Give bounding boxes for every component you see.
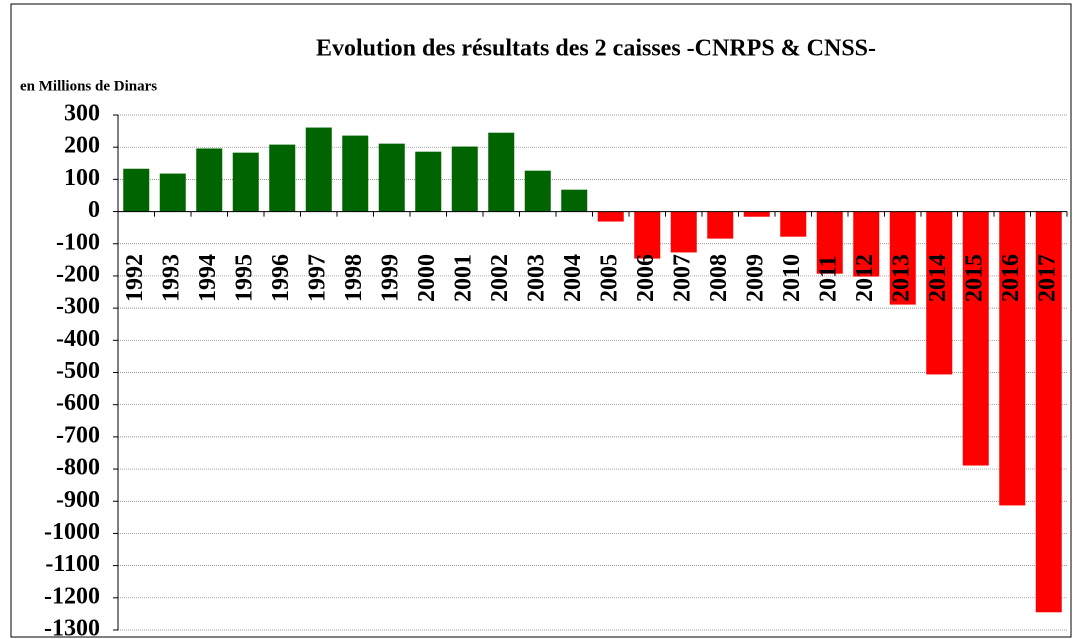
y-tick-label: 200	[64, 133, 100, 159]
bar	[342, 135, 369, 212]
x-tick-label: 2017	[1034, 254, 1060, 302]
y-tick-label: -100	[56, 229, 100, 255]
bar	[853, 211, 880, 277]
y-tick-label: -500	[56, 358, 100, 384]
x-tick-label: 2013	[888, 254, 914, 302]
x-tick-label: 2015	[961, 254, 987, 302]
y-tick-label: -400	[56, 326, 100, 352]
x-tick-label: 1994	[195, 254, 221, 302]
y-tick-label: -200	[56, 261, 100, 287]
x-tick-label: 2012	[852, 254, 878, 302]
bar	[488, 132, 515, 212]
bar	[926, 211, 953, 375]
bar	[780, 211, 807, 237]
y-tick-label: -700	[56, 422, 100, 448]
x-tick-label: 2001	[450, 254, 476, 302]
bar	[269, 144, 296, 212]
x-tick-label: 2003	[523, 254, 549, 302]
bar	[451, 146, 478, 212]
x-tick-label: 1999	[377, 254, 403, 302]
y-tick-label: -800	[56, 455, 100, 481]
bar	[707, 211, 734, 239]
chart-title: Evolution des résultats des 2 caisses -C…	[316, 36, 876, 62]
y-tick-label: -1300	[44, 616, 100, 639]
x-tick-label: 1992	[122, 254, 148, 302]
y-tick-label: -1200	[44, 583, 100, 609]
bar	[415, 151, 442, 212]
bar	[524, 170, 551, 212]
x-tick-label: 1997	[304, 254, 330, 302]
bar	[670, 211, 697, 253]
y-tick-label: -1000	[44, 519, 100, 545]
bar	[634, 211, 661, 259]
y-tick-label: -300	[56, 294, 100, 320]
bar	[378, 143, 405, 212]
y-tick-label: -600	[56, 390, 100, 416]
x-tick-label: 1998	[341, 254, 367, 302]
x-tick-label: 1996	[268, 254, 294, 302]
x-tick-label: 2010	[779, 254, 805, 302]
bar	[232, 152, 259, 212]
bar	[743, 211, 770, 217]
x-tick-label: 2016	[998, 254, 1024, 302]
x-tick-label: 2014	[925, 254, 951, 302]
bar	[561, 189, 588, 212]
x-tick-label: 2002	[487, 254, 513, 302]
x-tick-label: 2011	[815, 255, 841, 302]
y-tick-label: -1100	[45, 551, 100, 577]
x-tick-label: 2009	[742, 254, 768, 302]
bar	[305, 127, 332, 212]
bar	[159, 173, 186, 212]
x-tick-label: 2007	[669, 254, 695, 302]
x-tick-label: 2004	[560, 254, 586, 302]
bar	[123, 168, 150, 212]
bar	[1035, 211, 1062, 613]
bar	[597, 211, 624, 222]
y-tick-label: 300	[64, 101, 100, 127]
x-tick-label: 1995	[231, 254, 257, 302]
bar	[999, 211, 1026, 506]
y-tick-label: 100	[64, 165, 100, 191]
x-tick-label: 2000	[414, 254, 440, 302]
chart-frame	[10, 3, 1072, 638]
bar	[962, 211, 989, 466]
x-tick-label: 2006	[633, 254, 659, 302]
bar	[816, 211, 843, 274]
x-tick-label: 2005	[596, 254, 622, 302]
bar	[196, 148, 223, 212]
x-tick-label: 2008	[706, 254, 732, 302]
y-axis-label: en Millions de Dinars	[20, 78, 157, 94]
y-tick-label: 0	[88, 197, 100, 223]
x-tick-label: 1993	[158, 254, 184, 302]
y-tick-label: -900	[56, 487, 100, 513]
bar	[889, 211, 916, 305]
